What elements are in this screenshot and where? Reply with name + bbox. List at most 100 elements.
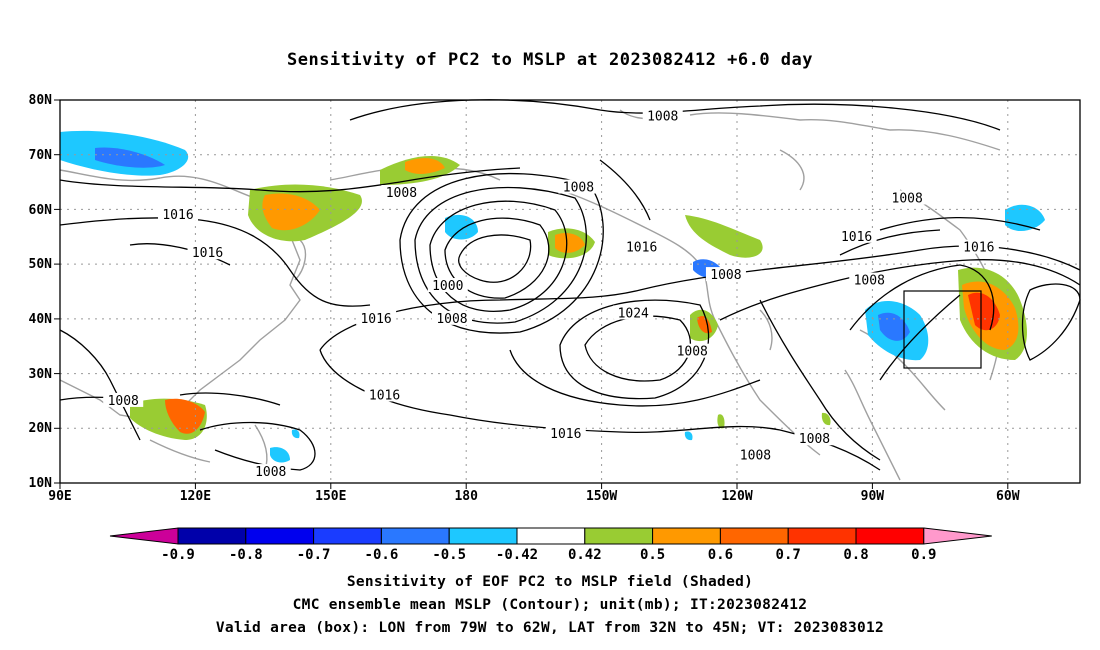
colorbar-label: -0.8 (229, 547, 263, 563)
colorbar-swatch (719, 527, 789, 545)
contour-label-bg (794, 431, 835, 446)
colorbar-label: -0.42 (496, 547, 538, 563)
contour-label-bg (431, 310, 472, 325)
footer-line-2: CMC ensemble mean MSLP (Contour); unit(m… (292, 597, 808, 613)
contour-label: 1016 (963, 241, 994, 256)
contour-label: 1016 (841, 230, 872, 245)
contour-labels: 1008 1008 1008 1016 1016 1016 1000 1008 1016 1024… (103, 108, 999, 480)
contour-label-bg (621, 239, 662, 254)
contour-label-bg (558, 179, 599, 194)
contour-label: 1008 (647, 109, 678, 124)
lon-label: 150W (586, 489, 617, 504)
contour-label: 1008 (563, 181, 594, 196)
shade-blue-small2 (684, 431, 693, 441)
colorbar-swatch (380, 527, 450, 545)
colorbar-swatch (652, 527, 721, 545)
shade-green-small2 (821, 412, 831, 426)
lat-label: 70N (29, 148, 53, 163)
shade-green-small1 (717, 414, 725, 429)
contour-label-bg (642, 108, 683, 123)
colorbar-over-triangle (923, 527, 992, 545)
colorbar-swatch (448, 527, 518, 545)
contour-label: 1008 (677, 345, 708, 360)
contour-label-bg (250, 464, 291, 479)
contour-label: 1008 (436, 312, 467, 327)
colorbar-label: -0.6 (365, 547, 399, 563)
contour-label-bg (381, 185, 422, 200)
contour-label-bg (672, 343, 713, 358)
lon-label: 90W (861, 489, 885, 504)
contour-label: 1008 (854, 274, 885, 289)
contour-label-bg (545, 425, 586, 440)
contour-label-bg (356, 310, 397, 325)
lat-label: 60N (29, 203, 53, 218)
lon-label: 150E (315, 489, 346, 504)
lon-label: 120W (721, 489, 752, 504)
colorbar-swatch (855, 527, 925, 545)
contour-label: 1008 (108, 394, 139, 409)
shade-blue-siberia-core (95, 147, 165, 168)
colorbar-label: 0.42 (568, 547, 602, 563)
colorbar-label: 0.5 (640, 547, 665, 563)
contour-label: 1008 (892, 191, 923, 206)
map-frame (59, 99, 1081, 484)
colorbar-label: 0.9 (911, 547, 936, 563)
map-title: Sensitivity of PC2 to MSLP at 2023082412… (286, 50, 813, 70)
contour-label-bg (187, 245, 228, 260)
contour-label: 1016 (550, 427, 581, 442)
contour-label-bg (836, 228, 877, 243)
colorbar-label: -0.7 (297, 547, 331, 563)
contour-label-bg (364, 387, 405, 402)
shade-blue-phil (270, 447, 290, 463)
lat-label: 40N (29, 312, 53, 327)
shade-orange-bering (405, 158, 445, 174)
shade-green-bc (685, 215, 763, 258)
contour-label: 1008 (255, 465, 286, 480)
contour-label-bg (849, 272, 890, 287)
contour-label: 1016 (192, 246, 223, 261)
colorbar-swatch (787, 527, 857, 545)
contour-label: 1008 (740, 449, 771, 464)
lon-label: 120E (180, 489, 211, 504)
colorbar-under-triangle (109, 527, 179, 545)
colorbar: -0.9 -0.8 -0.7 -0.6 -0.5 -0.42 0.42 0.5 0.6 0.7 0.… (109, 527, 992, 563)
shade-blue-small1 (291, 429, 300, 439)
contour-label: 1016 (360, 312, 391, 327)
lon-axis: 90E 120E 150E 180 150W 120W 90W 60W (48, 483, 1020, 504)
colorbar-label: 0.7 (776, 547, 801, 563)
contour-label-bg (158, 206, 199, 221)
contour-label: 1008 (386, 186, 417, 201)
contour-label-bg (103, 392, 144, 407)
lat-label: 50N (29, 257, 53, 272)
shade-orange-okhotsk (262, 193, 320, 231)
shade-blue-aleutian (445, 214, 478, 240)
mslp-contours (59, 99, 1081, 471)
contour-label: 1016 (626, 241, 657, 256)
lat-label: 20N (29, 421, 53, 436)
contour-label: 1008 (710, 268, 741, 283)
shade-orange-scs (165, 398, 205, 434)
colorbar-swatch (516, 527, 586, 545)
colorbar-label: 0.8 (843, 547, 868, 563)
valid-area-box (903, 290, 982, 369)
lon-label: 180 (454, 489, 478, 504)
contour-label-bg (887, 190, 928, 205)
contour-label: 1016 (369, 388, 400, 403)
contour-label: 1024 (618, 306, 649, 321)
contour-label: 1016 (162, 208, 193, 223)
footer-line-1: Sensitivity of EOF PC2 to MSLP field (Sh… (346, 574, 754, 590)
lat-label: 80N (29, 93, 53, 108)
lon-label: 90E (48, 489, 71, 504)
shade-blue-east-us-core (878, 312, 910, 341)
contour-label-bg (958, 239, 999, 254)
contour-label: 1008 (799, 432, 830, 447)
contour-label-bg (427, 278, 468, 293)
colorbar-label: 0.6 (708, 547, 733, 563)
contour-label-bg (705, 267, 746, 282)
colorbar-label: -0.9 (161, 547, 195, 563)
lat-label: 30N (29, 367, 53, 382)
graticule (60, 100, 1080, 483)
shade-orange-gulf (555, 233, 585, 253)
shade-blue-labrador (1005, 204, 1045, 232)
